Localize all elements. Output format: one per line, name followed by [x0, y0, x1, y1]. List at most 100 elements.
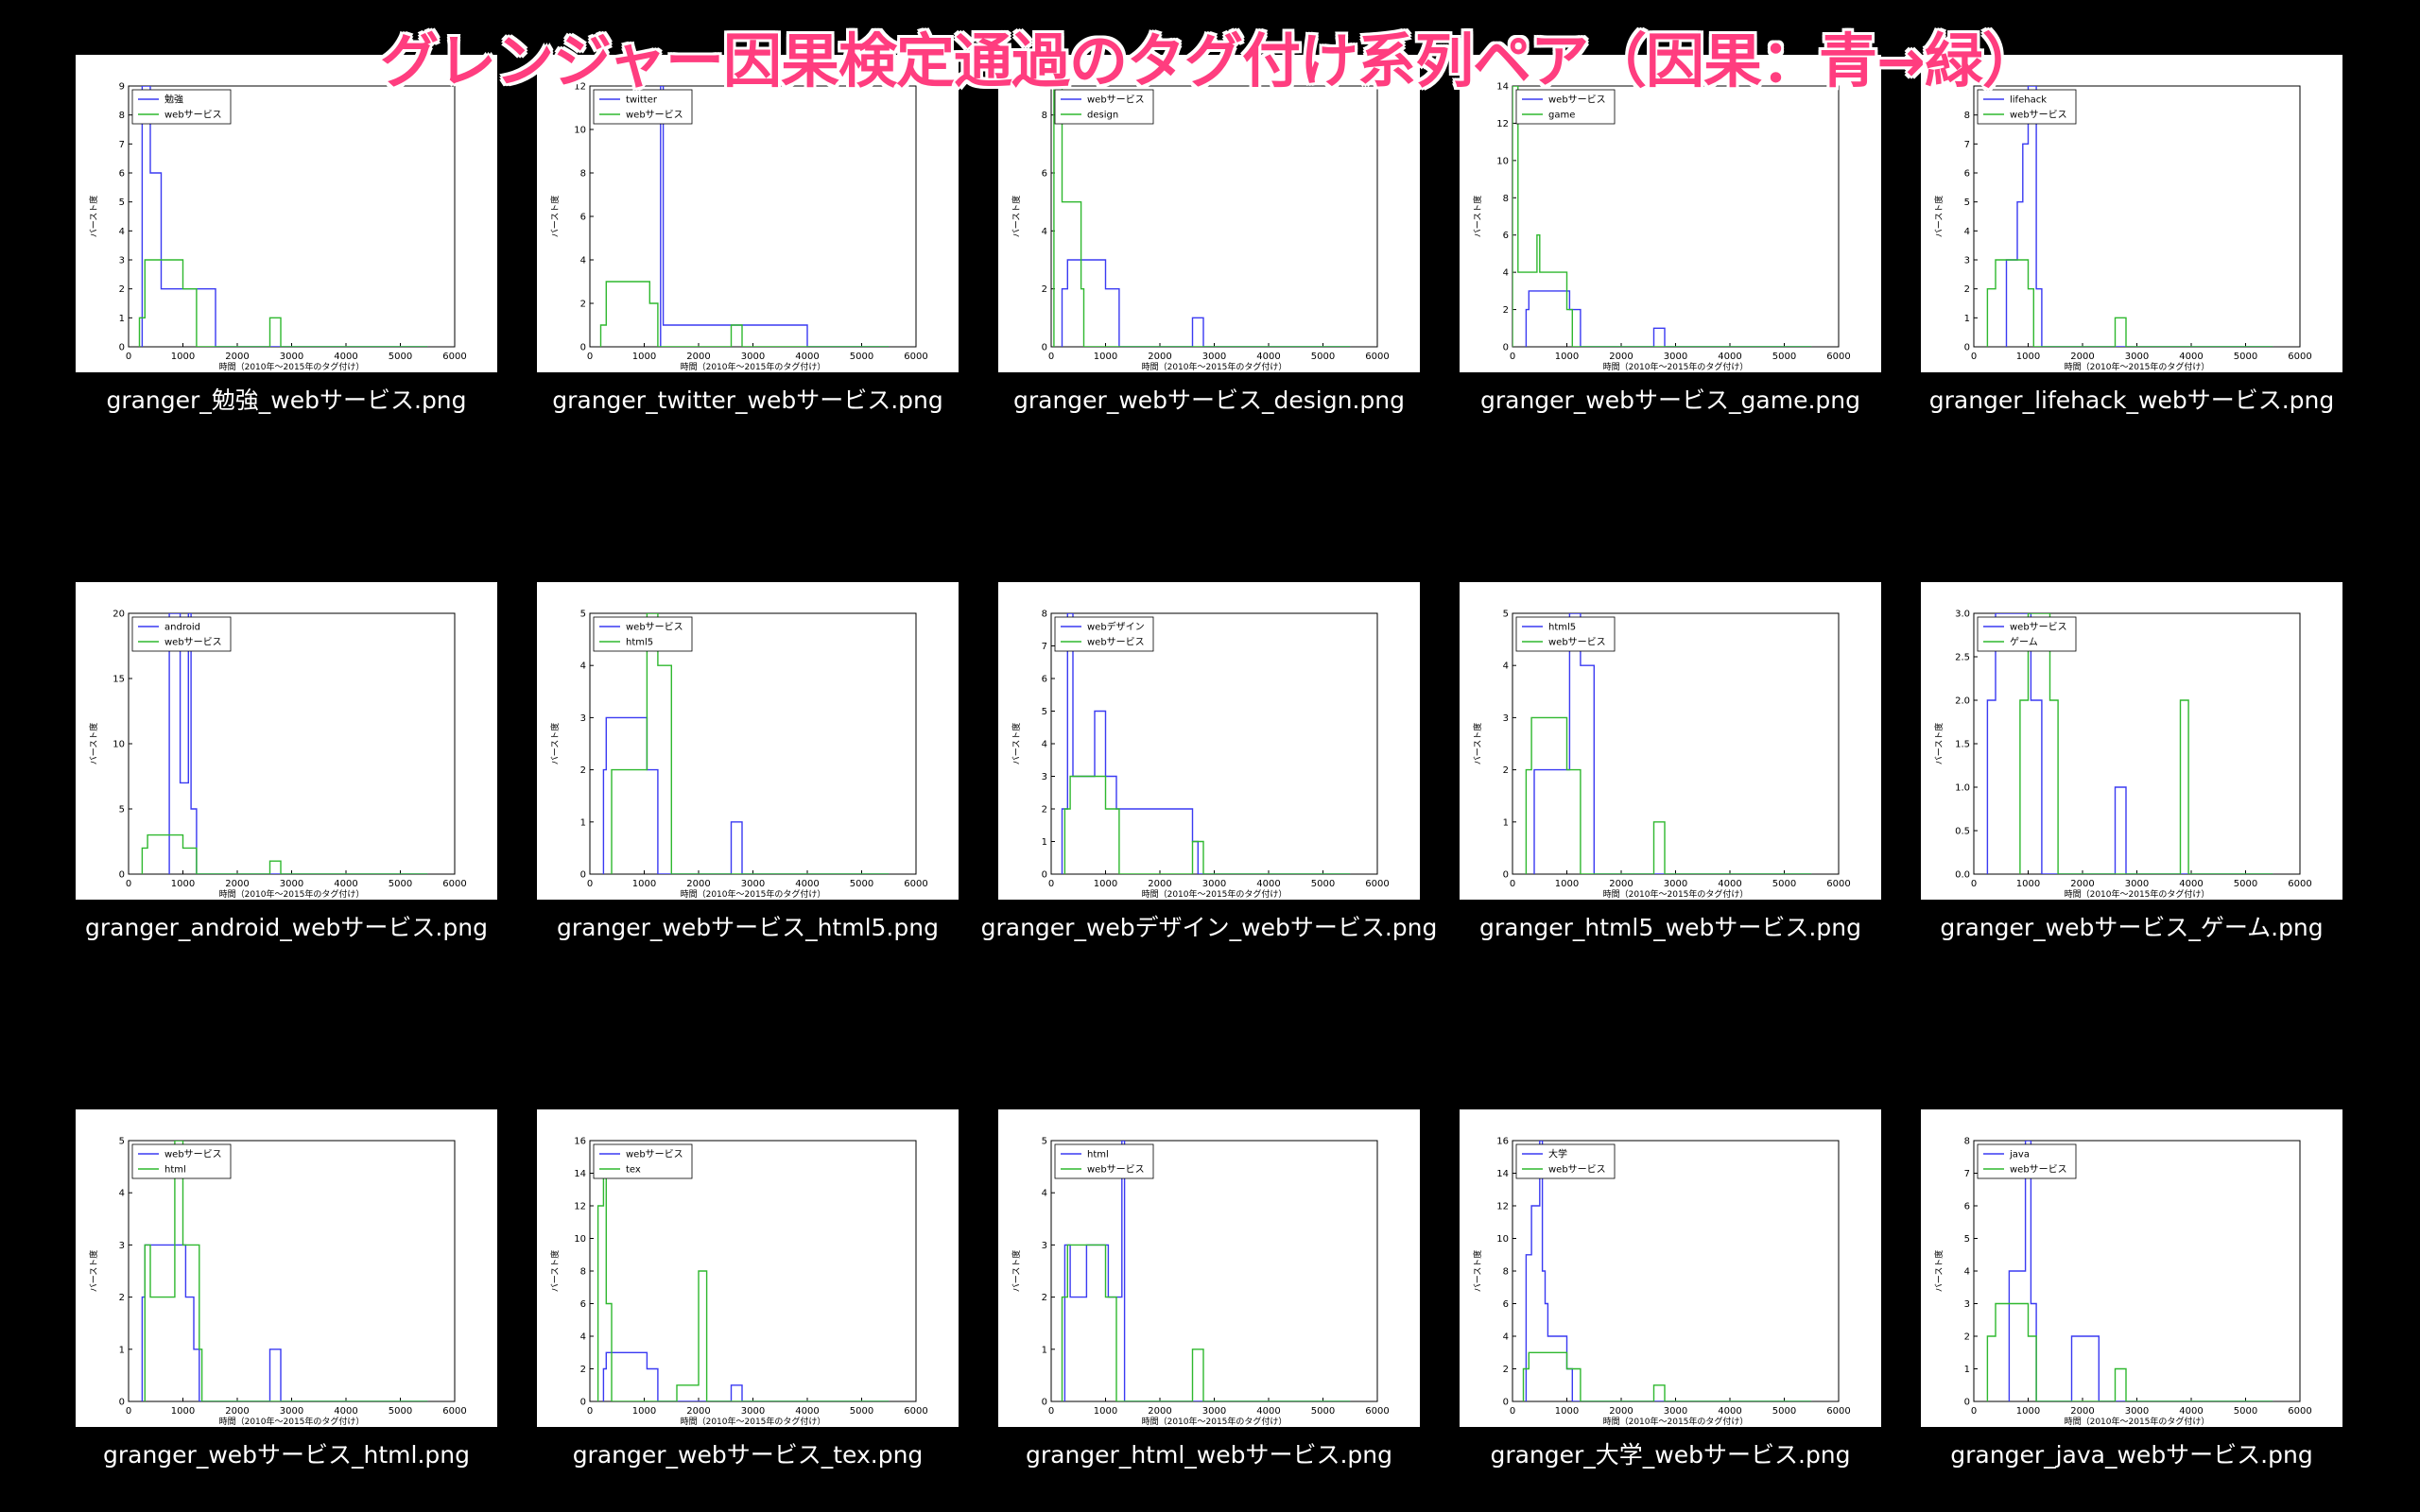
y-tick-label: 20 [112, 610, 125, 620]
y-tick-label: 3.0 [1955, 610, 1970, 620]
x-tick-label: 2000 [2070, 352, 2094, 362]
legend-entry: android [164, 623, 200, 633]
granger-chart: 0 1000 2000 3000 4000 5000 6000 0 1 2 3 4 5 6 7 8 時間（201… [1921, 1109, 2342, 1427]
series-line-green [1512, 86, 1812, 347]
x-tick-label: 3000 [2125, 352, 2149, 362]
series-line-green [596, 1156, 890, 1401]
x-tick-label: 3000 [741, 1406, 765, 1417]
y-tick-label: 12 [1496, 119, 1509, 129]
y-tick-label: 2 [1503, 765, 1509, 776]
y-tick-label: 6 [1503, 231, 1509, 241]
y-tick-label: 6 [1503, 1299, 1509, 1310]
y-tick-label: 16 [574, 1137, 586, 1147]
y-axis-label: バースト度 [1472, 1250, 1483, 1293]
series-line-blue [1986, 613, 2273, 874]
x-tick-label: 4000 [334, 352, 357, 362]
legend-entry: game [1548, 111, 1575, 121]
y-axis-label: バースト度 [88, 723, 99, 765]
x-tick-label: 4000 [1718, 1406, 1741, 1417]
legend-entry: 大学 [1548, 1148, 1567, 1160]
y-tick-label: 8 [1964, 1137, 1970, 1147]
x-tick-label: 3000 [741, 879, 765, 889]
x-tick-label: 2000 [1148, 352, 1171, 362]
x-tick-label: 1000 [2016, 352, 2040, 362]
axes-frame [128, 1140, 456, 1402]
chart-tile: 0 1000 2000 3000 4000 5000 6000 0 2 4 6 8 10 12 14 16 時間… [1460, 1109, 1881, 1469]
y-tick-label: 0 [1503, 870, 1509, 881]
x-tick-label: 5000 [1772, 352, 1796, 362]
series-line-green [138, 259, 428, 347]
x-tick-label: 5000 [850, 879, 873, 889]
x-tick-label: 6000 [1365, 352, 1389, 362]
x-tick-label: 1000 [171, 879, 195, 889]
y-tick-label: 3 [119, 256, 125, 266]
y-axis-label: バースト度 [1472, 723, 1483, 765]
series-line-green [1053, 86, 1351, 347]
axes-frame [1512, 85, 1840, 348]
x-axis-label: 時間（2010年〜2015年のタグ付け） [1603, 1416, 1749, 1427]
y-tick-label: 5 [1964, 1234, 1970, 1245]
y-tick-label: 8 [580, 1267, 586, 1278]
x-tick-label: 3000 [280, 879, 303, 889]
y-tick-label: 2 [119, 1293, 125, 1303]
legend-entry: webサービス [1548, 94, 1606, 106]
axes-frame [1512, 1140, 1840, 1402]
y-tick-label: 3 [580, 713, 586, 724]
x-tick-label: 5000 [2234, 879, 2257, 889]
x-tick-label: 0 [126, 879, 131, 889]
legend-box [1515, 1143, 1616, 1179]
x-tick-label: 2000 [225, 879, 249, 889]
x-tick-label: 0 [126, 1406, 131, 1417]
y-tick-label: 2 [580, 1365, 586, 1375]
x-tick-label: 6000 [2288, 352, 2311, 362]
y-tick-label: 0.0 [1955, 870, 1970, 881]
axes-frame [1050, 612, 1378, 875]
x-tick-label: 6000 [1826, 1406, 1850, 1417]
x-tick-label: 5000 [850, 1406, 873, 1417]
x-tick-label: 3000 [1202, 1406, 1226, 1417]
y-tick-label: 5 [119, 1137, 125, 1147]
x-tick-label: 2000 [225, 352, 249, 362]
legend-entry: ゲーム [2010, 637, 2038, 648]
chart-tile: 0 1000 2000 3000 4000 5000 6000 0 2 4 6 8 10 12 時間（201… [537, 55, 959, 414]
x-axis-label: 時間（2010年〜2015年のタグ付け） [2065, 361, 2210, 372]
y-tick-label: 2 [1503, 305, 1509, 316]
y-tick-label: 1 [1042, 837, 1047, 848]
chart-filename: granger_html5_webサービス.png [1479, 914, 1861, 941]
y-tick-label: 6 [1964, 169, 1970, 180]
y-tick-label: 7 [119, 140, 125, 150]
x-tick-label: 3000 [741, 352, 765, 362]
y-tick-label: 0 [1042, 343, 1047, 353]
granger-chart: 0 1000 2000 3000 4000 5000 6000 0 1 2 3 4 5 6 7 8 9 時間（20… [1921, 55, 2342, 372]
legend: webサービス html5 [593, 616, 693, 652]
y-axis-label: バースト度 [1933, 196, 1945, 238]
legend: webサービス tex [593, 1143, 693, 1179]
y-tick-label: 4 [119, 1189, 125, 1199]
y-tick-label: 4 [580, 1332, 586, 1343]
page-title: グレンジャー因果検定通過のタグ付け系列ペア（因果：青→緑） [380, 26, 2041, 95]
y-tick-label: 0 [119, 343, 125, 353]
x-tick-label: 3000 [280, 352, 303, 362]
chart-filename: granger_webデザイン_webサービス.png [980, 914, 1438, 941]
legend-entry: webサービス [2010, 1164, 2067, 1176]
chart-filename: granger_lifehack_webサービス.png [1928, 387, 2335, 414]
series-line-blue [141, 86, 428, 347]
x-axis-label: 時間（2010年〜2015年のタグ付け） [1142, 361, 1288, 372]
y-tick-label: 8 [1503, 194, 1509, 204]
granger-chart: 0 1000 2000 3000 4000 5000 6000 0 1 2 3 4 5 時間（2010年〜… [537, 582, 959, 900]
legend-box [1054, 616, 1154, 652]
chart-tile: 0 1000 2000 3000 4000 5000 6000 0 1 2 3 4 5 時間（2010年〜… [998, 1109, 1420, 1469]
y-tick-label: 5 [580, 610, 586, 620]
x-tick-label: 4000 [795, 352, 819, 362]
legend-box [131, 616, 232, 652]
x-axis-label: 時間（2010年〜2015年のタグ付け） [681, 888, 826, 900]
series-line-blue [2005, 86, 2273, 347]
chart-filename: granger_android_webサービス.png [85, 914, 488, 941]
x-axis-label: 時間（2010年〜2015年のタグ付け） [219, 1416, 365, 1427]
y-tick-label: 1 [119, 1345, 125, 1355]
y-tick-label: 4 [1964, 1267, 1970, 1278]
x-tick-label: 1000 [632, 879, 656, 889]
y-tick-label: 0 [1042, 870, 1047, 881]
x-tick-label: 6000 [442, 879, 466, 889]
x-axis-label: 時間（2010年〜2015年のタグ付け） [681, 361, 826, 372]
